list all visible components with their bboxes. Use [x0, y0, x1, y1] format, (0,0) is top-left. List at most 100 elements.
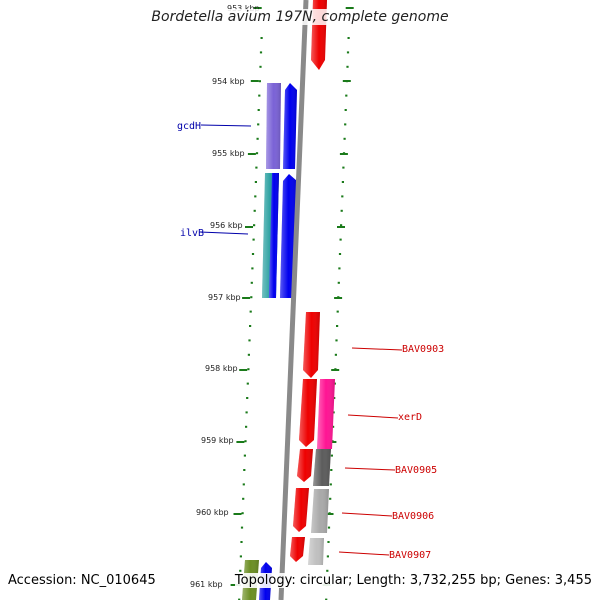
minor-tick-right — [325, 598, 328, 600]
minor-tick-right — [346, 65, 349, 68]
minor-tick-left — [247, 368, 250, 371]
major-tick-right — [328, 441, 337, 443]
accession-text: Accession: NC_010645 — [8, 573, 156, 588]
gene-shading — [266, 83, 281, 169]
minor-tick-left — [242, 483, 245, 486]
gene-shading — [297, 449, 313, 482]
gene-label-bav0905: BAV0905 — [395, 465, 437, 476]
gene-shading — [317, 379, 335, 449]
minor-tick-right — [333, 397, 336, 399]
kbp-label: 957 kbp — [208, 293, 241, 302]
minor-tick-left — [251, 253, 255, 255]
minor-tick-left — [258, 80, 261, 83]
minor-tick-left — [240, 541, 243, 543]
minor-tick-left — [249, 325, 252, 327]
minor-tick-left — [254, 195, 257, 198]
minor-tick-right — [332, 411, 335, 414]
minor-tick-right — [340, 224, 343, 227]
minor-tick-right — [339, 238, 342, 241]
minor-tick-left — [240, 526, 244, 529]
label-leader — [200, 124, 252, 127]
minor-tick-right — [342, 166, 345, 169]
label-leader — [338, 551, 390, 556]
minor-tick-left — [260, 37, 263, 39]
minor-tick-right — [336, 310, 339, 313]
gene-label-bav0907: BAV0907 — [389, 550, 431, 561]
minor-tick-left — [245, 425, 248, 428]
minor-tick-right — [343, 137, 346, 140]
minor-tick-left — [250, 296, 253, 299]
gene-shading — [311, 489, 329, 533]
gene-label-xerd: xerD — [398, 412, 422, 423]
minor-tick-left — [258, 94, 261, 97]
minor-tick-left — [247, 353, 250, 356]
major-tick-left — [233, 513, 242, 515]
minor-tick-left — [239, 569, 242, 572]
minor-tick-right — [344, 109, 347, 111]
minor-tick-left — [259, 51, 263, 54]
gene-shading — [308, 538, 324, 565]
minor-tick-right — [341, 195, 344, 198]
major-tick-right — [334, 297, 343, 299]
minor-tick-right — [330, 454, 333, 457]
minor-tick-right — [337, 281, 340, 284]
kbp-label: 958 kbp — [205, 364, 238, 373]
minor-tick-left — [255, 152, 259, 155]
label-leader — [351, 347, 403, 351]
minor-tick-right — [326, 555, 329, 558]
label-leader — [341, 512, 393, 517]
minor-tick-right — [341, 181, 344, 183]
minor-tick-right — [332, 425, 335, 428]
minor-tick-left — [259, 65, 262, 68]
minor-tick-right — [330, 469, 333, 471]
kbp-label: 956 kbp — [210, 221, 243, 230]
minor-tick-left — [238, 598, 241, 600]
minor-tick-right — [344, 123, 347, 126]
minor-tick-left — [246, 382, 249, 385]
kbp-label: 959 kbp — [201, 436, 234, 445]
gene-shading — [290, 537, 305, 562]
major-tick-left — [236, 441, 245, 443]
minor-tick-left — [243, 469, 246, 471]
kbp-label: 961 kbp — [190, 580, 223, 589]
minor-tick-left — [257, 123, 260, 126]
minor-tick-left — [251, 267, 254, 270]
minor-tick-left — [243, 454, 246, 457]
major-tick-left — [245, 226, 253, 228]
major-tick-right — [342, 80, 351, 82]
minor-tick-left — [241, 512, 244, 515]
minor-tick-left — [249, 310, 252, 313]
minor-tick-right — [345, 94, 348, 97]
major-tick-right — [339, 153, 348, 155]
minor-tick-right — [340, 209, 343, 212]
minor-tick-right — [334, 353, 337, 356]
minor-tick-left — [239, 555, 242, 558]
label-leader — [344, 467, 396, 471]
kbp-label: 954 kbp — [212, 77, 245, 86]
tick-marks — [230, 7, 354, 600]
minor-tick-left — [255, 166, 258, 169]
topology-summary: Topology: circular; Length: 3,732,255 bp… — [234, 573, 592, 588]
gene-label-ilvb: ilvB — [180, 228, 204, 239]
minor-tick-left — [246, 397, 249, 399]
map-title: Bordetella avium 197N, complete genome — [0, 9, 600, 25]
gene-label-bav0906: BAV0906 — [392, 511, 434, 522]
gene-label-gcdh: gcdH — [177, 121, 201, 132]
minor-tick-right — [347, 37, 350, 39]
gene-shading — [269, 173, 279, 298]
major-tick-left — [253, 7, 262, 9]
minor-tick-right — [329, 497, 332, 500]
minor-tick-left — [244, 440, 247, 443]
gene-shading — [299, 379, 317, 447]
major-tick-left — [247, 153, 256, 155]
minor-tick-right — [327, 541, 330, 543]
minor-tick-left — [253, 224, 256, 227]
major-tick-left — [239, 369, 248, 371]
gene-shading — [293, 488, 309, 532]
kbp-label: 955 kbp — [212, 149, 245, 158]
minor-tick-left — [242, 497, 245, 500]
major-tick-left — [230, 584, 239, 586]
minor-tick-right — [338, 253, 342, 255]
major-tick-left — [242, 297, 251, 299]
